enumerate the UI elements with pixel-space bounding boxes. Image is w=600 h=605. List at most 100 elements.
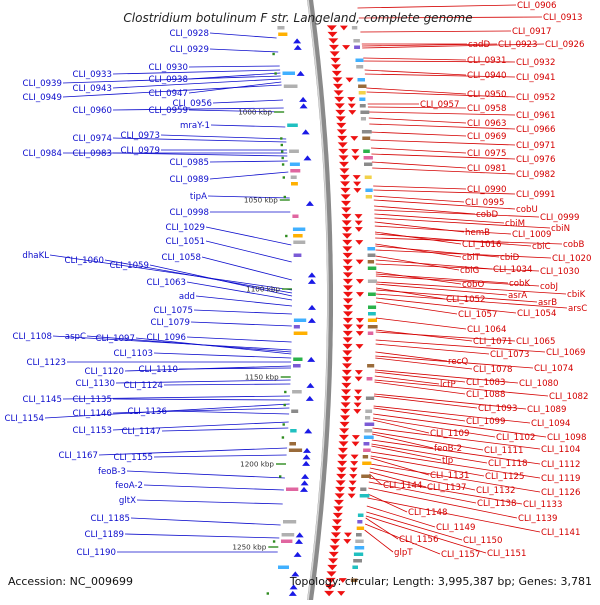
gene-label-left: dhaKL <box>22 251 49 261</box>
right-connector-line <box>374 217 551 229</box>
right-connector-line <box>373 413 547 438</box>
gene-label-right: CLI_1020 <box>552 254 592 264</box>
forward-gene-arrow <box>336 122 347 129</box>
gene-label-right: CLI_1133 <box>523 500 563 510</box>
gene-label-left: CLI_0929 <box>170 45 210 55</box>
feature-block <box>360 110 370 114</box>
forward-gene-arrow <box>355 279 364 284</box>
forward-gene-arrow <box>328 551 339 558</box>
feature-block <box>362 136 371 140</box>
reverse-gene-arrow <box>299 96 308 102</box>
forward-gene-arrow <box>324 590 335 597</box>
right-connector-line <box>375 297 517 314</box>
forward-gene-arrow <box>331 525 342 532</box>
feature-dot <box>281 163 285 166</box>
gene-label-left: CLI_0949 <box>23 93 63 103</box>
right-connector-line <box>364 523 441 555</box>
forward-gene-arrow <box>337 454 348 460</box>
reverse-gene-arrow <box>305 200 314 206</box>
forward-gene-arrow <box>334 103 345 109</box>
feature-dot <box>282 176 285 179</box>
left-connector-line <box>112 69 281 75</box>
left-connector-line <box>112 137 287 143</box>
gene-label-left: add <box>179 292 195 302</box>
gene-label-right: CLI_1064 <box>467 325 507 335</box>
gene-label-right: lctP <box>440 380 456 390</box>
right-connector-line <box>375 357 473 370</box>
feature-block <box>363 442 370 446</box>
right-connector-line <box>371 445 442 461</box>
forward-gene-arrow <box>342 265 353 272</box>
forward-gene-arrow <box>355 324 364 330</box>
feature-block <box>289 442 296 446</box>
feature-block <box>357 78 365 82</box>
feature-block <box>361 130 372 134</box>
left-connector-line <box>153 454 287 458</box>
gene-label-right: CLI_0906 <box>517 1 557 11</box>
forward-gene-arrow <box>342 239 353 246</box>
feature-block <box>367 253 376 257</box>
gene-label-left: aspC <box>65 332 86 342</box>
reverse-gene-arrow <box>289 584 298 590</box>
gene-label-left: CLI_0973 <box>121 131 161 141</box>
reverse-gene-arrow <box>303 447 311 453</box>
gene-label-left: CLI_0943 <box>73 84 113 94</box>
feature-block <box>354 45 360 49</box>
forward-gene-arrow <box>343 285 353 291</box>
gene-label-left: CLI_1059 <box>110 261 150 271</box>
gene-label-right: CLI_1078 <box>473 365 513 375</box>
feature-block <box>292 214 299 218</box>
gene-label-right: CLI_1111 <box>484 446 524 456</box>
gene-label-left: CLI_1145 <box>23 395 63 405</box>
feature-block <box>293 253 302 257</box>
gene-label-right: cbiT <box>462 253 481 263</box>
forward-gene-arrow <box>350 136 359 141</box>
forward-gene-arrow <box>356 292 364 297</box>
forward-gene-arrow <box>338 155 349 161</box>
gene-label-right: CLI_1094 <box>531 419 571 429</box>
feature-dot <box>280 137 283 140</box>
reverse-gene-arrow <box>302 454 311 460</box>
gene-label-right: CLI_0990 <box>467 185 507 195</box>
right-connector-line <box>369 477 523 505</box>
forward-gene-arrow <box>338 578 347 583</box>
gene-label-right: CLI_1083 <box>466 378 506 388</box>
reverse-gene-arrow <box>295 538 303 544</box>
gene-label-right: cbiM <box>505 219 525 229</box>
right-connector-line <box>375 237 563 245</box>
left-connector-line <box>153 352 292 359</box>
forward-gene-arrow <box>355 240 364 245</box>
feature-block <box>367 279 377 283</box>
gene-label-right: CLI_1054 <box>517 309 557 319</box>
right-connector-line <box>363 57 467 61</box>
right-connector-line <box>374 369 519 384</box>
tick-marks: 1000 kbp 1050 kbp 1100 kbp 1150 kbp 1200 kbp… <box>232 108 292 552</box>
gene-label-left: CLI_1146 <box>73 409 113 419</box>
gene-label-right: CLI_0982 <box>516 170 556 180</box>
feature-block <box>360 487 367 491</box>
gene-label-left: CLI_0930 <box>149 63 189 73</box>
gene-label-right: CLI_0971 <box>516 141 556 151</box>
feature-block <box>277 26 285 30</box>
feature-block <box>293 364 301 368</box>
gene-label-left: CLI_0960 <box>73 106 113 116</box>
left-connector-line <box>115 379 291 384</box>
forward-gene-arrow <box>342 45 351 50</box>
right-connector-line <box>373 199 516 210</box>
gene-label-right: cobB <box>563 240 584 250</box>
feature-dot <box>279 475 282 478</box>
forward-gene-arrow <box>343 304 353 311</box>
right-connector-line <box>375 339 546 353</box>
gene-label-left: CLI_0983 <box>73 149 113 159</box>
left-connector-line <box>163 383 291 386</box>
right-connector-line <box>371 161 467 169</box>
forward-gene-arrow <box>330 532 341 538</box>
forward-gene-arrow <box>339 25 348 31</box>
gene-label-right: cbiG <box>460 266 479 276</box>
gene-label-left: CLI_0998 <box>170 208 210 218</box>
forward-gene-arrow <box>332 519 343 525</box>
forward-gene-arrow <box>341 369 352 376</box>
gene-label-left: mraY-1 <box>180 121 210 131</box>
forward-gene-arrow <box>335 116 346 122</box>
forward-gene-arrow <box>329 545 340 551</box>
